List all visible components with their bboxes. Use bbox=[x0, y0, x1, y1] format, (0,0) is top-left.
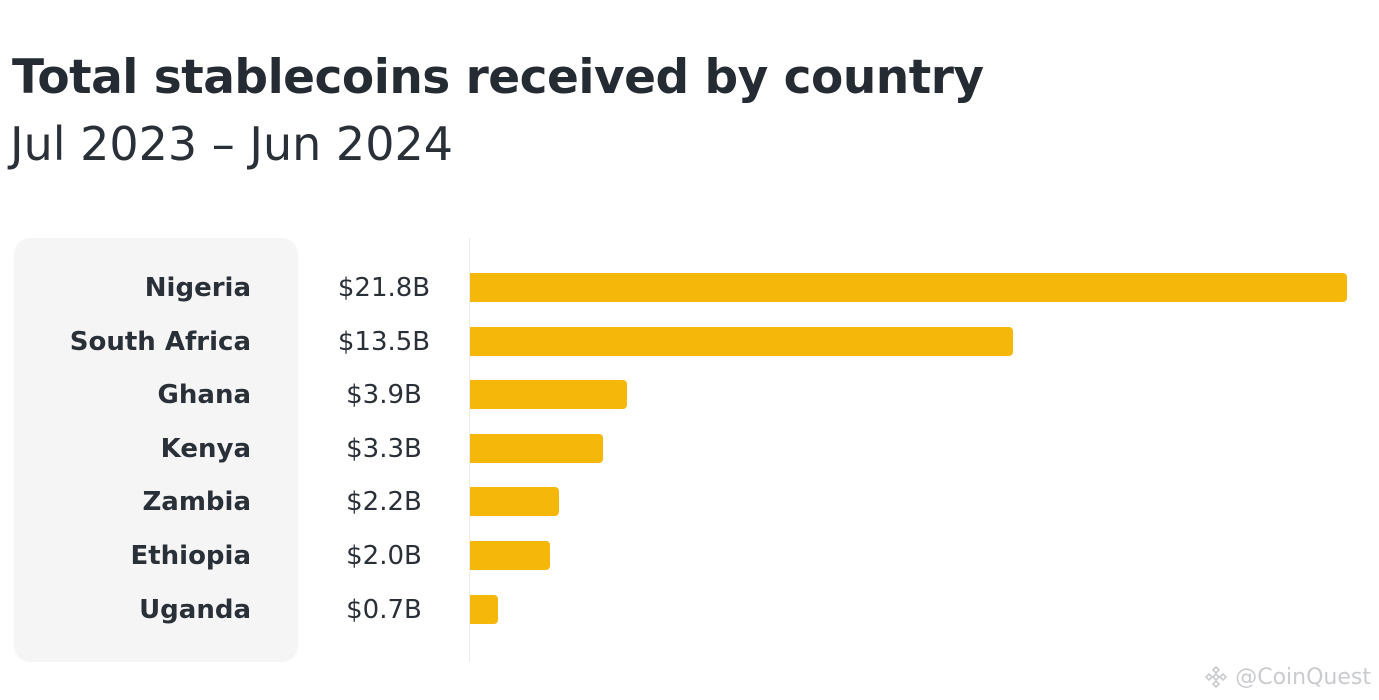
category-label: Ethiopia bbox=[130, 541, 251, 571]
bar bbox=[470, 487, 559, 517]
bar-row: Kenya $3.3B bbox=[0, 429, 1379, 469]
chart-subtitle: Jul 2023 – Jun 2024 bbox=[10, 117, 453, 171]
category-label: Uganda bbox=[139, 594, 251, 625]
category-label: Nigeria bbox=[144, 273, 251, 303]
value-label: $2.0B bbox=[346, 541, 422, 571]
chart-title: Total stablecoins received by country bbox=[12, 50, 984, 105]
bar-row: Uganda $0.7B bbox=[0, 590, 1379, 630]
category-label: Ghana bbox=[157, 380, 251, 411]
bar bbox=[470, 594, 499, 624]
chart-baseline bbox=[469, 238, 470, 662]
category-label-panel bbox=[14, 238, 298, 662]
bar bbox=[470, 380, 627, 410]
category-label: Zambia bbox=[142, 487, 251, 518]
value-label: $2.2B bbox=[346, 487, 422, 518]
bar bbox=[470, 326, 1014, 356]
value-label: $3.9B bbox=[346, 380, 422, 411]
bar-row: Ghana $3.9B bbox=[0, 375, 1379, 415]
bar bbox=[470, 273, 1347, 302]
value-label: $0.7B bbox=[346, 594, 422, 625]
value-label: $13.5B bbox=[337, 326, 431, 357]
bar bbox=[470, 433, 603, 463]
bar-row: Zambia $2.2B bbox=[0, 482, 1379, 522]
bar-row: Ethiopia $2.0B bbox=[0, 536, 1379, 576]
watermark: @CoinQuest bbox=[1203, 664, 1371, 690]
value-label: $3.3B bbox=[346, 433, 422, 464]
category-label: Kenya bbox=[160, 433, 251, 464]
bar-row: Nigeria $21.8B bbox=[0, 268, 1379, 308]
bar-row: South Africa $13.5B bbox=[0, 322, 1379, 362]
bar bbox=[470, 541, 551, 570]
watermark-text: @CoinQuest bbox=[1235, 664, 1371, 690]
binance-logo-icon bbox=[1205, 665, 1228, 689]
value-label: $21.8B bbox=[337, 273, 431, 303]
category-label: South Africa bbox=[69, 326, 251, 357]
